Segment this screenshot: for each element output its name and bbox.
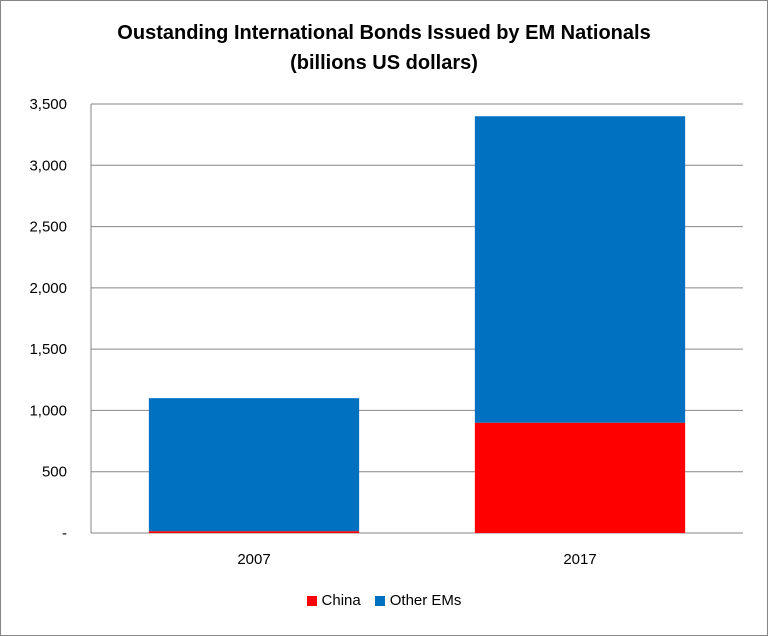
y-tick-label: 2,500 [29, 219, 67, 236]
bar-other-ems-2017 [474, 116, 686, 423]
bars [148, 116, 686, 533]
y-tick-label: - [62, 525, 67, 542]
y-tick-label: 2,000 [29, 280, 67, 297]
bar-china-2007 [148, 531, 360, 533]
chart-title-line: Oustanding International Bonds Issued by… [117, 22, 651, 44]
chart-subtitle: (billions US dollars) [290, 52, 478, 74]
y-tick-label: 3,000 [29, 157, 67, 174]
bar-china-2017 [474, 422, 686, 533]
legend-label-china: China [321, 592, 361, 609]
x-axis-tick-labels: 2007 2017 [237, 551, 596, 568]
x-tick-label: 2007 [237, 551, 270, 568]
y-tick-label: 1,500 [29, 341, 67, 358]
legend: China Other EMs [0, 592, 768, 609]
y-tick-label: 3,500 [29, 96, 67, 113]
y-axis-tick-labels: - 500 1,000 1,500 2,000 2,500 3,000 3,500 [29, 96, 67, 542]
bar-other-ems-2007 [148, 398, 360, 532]
y-tick-label: 1,000 [29, 402, 67, 419]
legend-swatch-china [306, 595, 317, 606]
legend-label-other-ems: Other EMs [389, 592, 462, 609]
legend-swatch-other-ems [374, 595, 385, 606]
x-tick-label: 2017 [563, 551, 596, 568]
y-tick-label: 500 [42, 464, 67, 481]
legend-item-china: China [306, 592, 361, 609]
legend-item-other-ems: Other EMs [374, 592, 462, 609]
chart-title: Oustanding International Bonds Issued by… [0, 18, 768, 78]
